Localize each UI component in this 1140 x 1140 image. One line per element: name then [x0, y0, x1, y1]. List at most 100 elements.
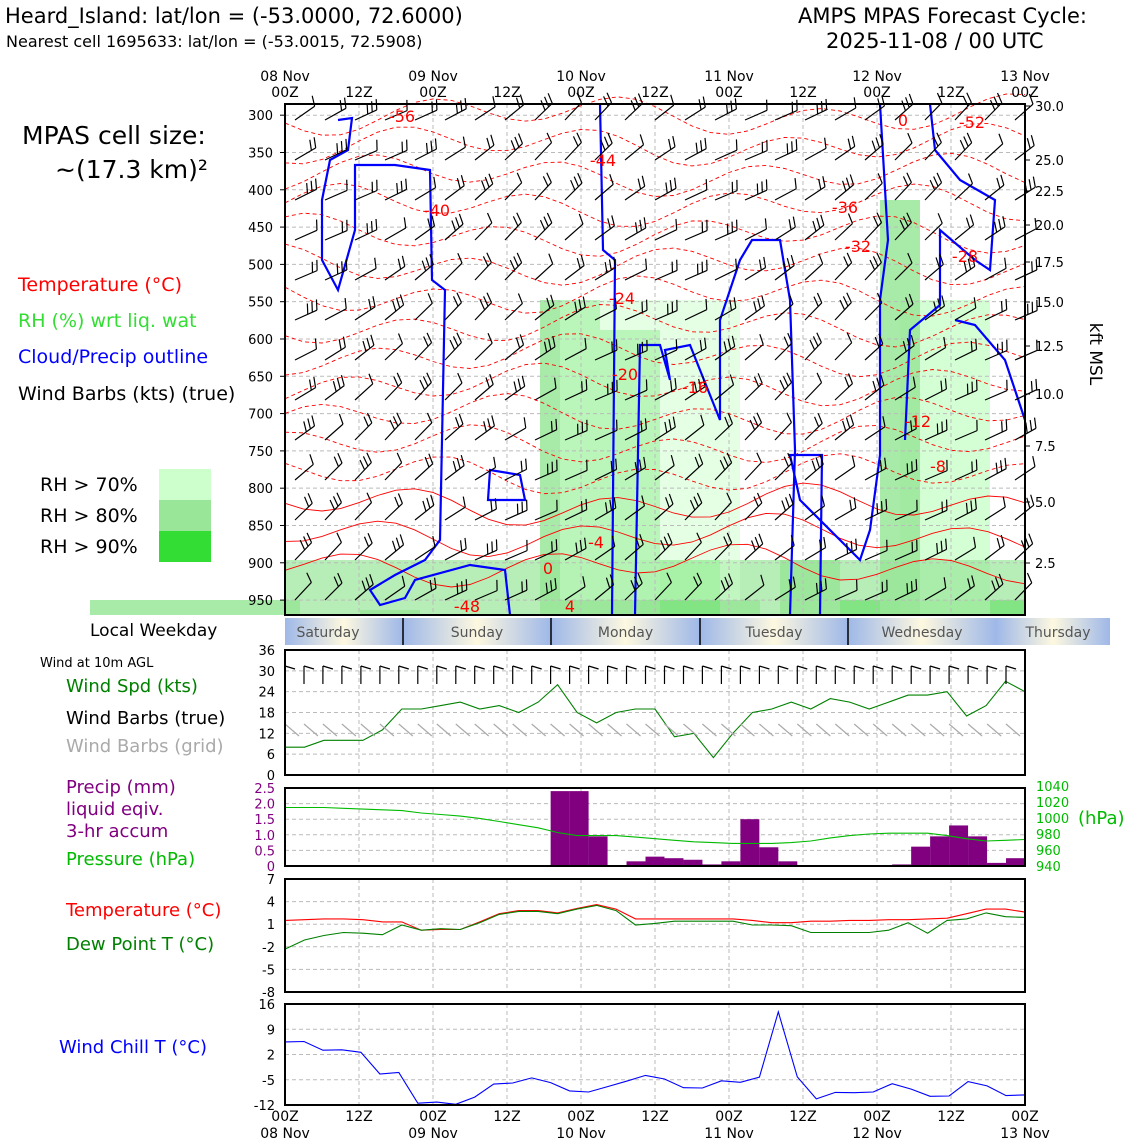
- wind-barb: [684, 492, 703, 521]
- barb-feather: [426, 372, 432, 383]
- wind-barb: [504, 375, 526, 401]
- barb-feather: [336, 378, 341, 389]
- precip-tick-label: 0: [267, 860, 275, 875]
- surface-wind-barb: [341, 665, 353, 684]
- barb-feather: [1004, 457, 1007, 469]
- barb-feather: [462, 496, 466, 508]
- wind-barb: [954, 419, 978, 441]
- temperature-contour: [284, 424, 1026, 463]
- wind-barb: [354, 373, 374, 401]
- barb-feather: [456, 332, 462, 343]
- barb-feather: [815, 582, 819, 594]
- top-hour-label: 00Z: [271, 85, 298, 101]
- barb-feather: [941, 295, 946, 307]
- barb-staff: [954, 430, 978, 441]
- barb-staff: [324, 502, 342, 521]
- barb-feather: [643, 456, 647, 468]
- wind-barb: [534, 539, 558, 561]
- wind-barb: [864, 498, 888, 521]
- barb-feather: [786, 372, 792, 383]
- barb-staff: [384, 462, 403, 481]
- barb-staff: [564, 547, 587, 561]
- cloud-outline: [598, 103, 617, 616]
- barb-staff: [654, 104, 675, 121]
- barb-staff: [474, 342, 493, 361]
- wind-barb: [894, 132, 913, 161]
- barb-feather: [721, 665, 732, 670]
- barb-feather: [429, 580, 433, 591]
- barb-feather: [843, 256, 849, 267]
- barb-feather: [645, 379, 648, 391]
- barb-feather: [761, 295, 766, 307]
- height-axis-label: kft MSL: [1085, 323, 1105, 386]
- barb-feather: [905, 97, 910, 108]
- barb-feather: [668, 493, 674, 505]
- barb-staff: [504, 509, 528, 521]
- barb-staff: [294, 188, 317, 201]
- barb-feather: [916, 539, 918, 551]
- bottom-day-label: 10 Nov: [556, 1126, 606, 1140]
- barb-staff: [894, 103, 914, 121]
- barb-feather: [901, 100, 907, 111]
- wind-barb: [294, 259, 318, 281]
- wind-barb: [444, 213, 464, 241]
- barb-feather: [740, 665, 751, 670]
- surface-wind-barb: [986, 665, 998, 684]
- barb-staff: [504, 385, 526, 401]
- wind-barb: [714, 139, 738, 161]
- barb-feather: [1030, 381, 1033, 392]
- barb-staff: [954, 469, 978, 481]
- barb-feather: [436, 665, 447, 670]
- wind-barb: [504, 212, 522, 241]
- barb-feather: [763, 256, 767, 268]
- barb-feather: [309, 454, 314, 465]
- wind-barb: [294, 454, 314, 481]
- barb-staff: [984, 102, 1003, 121]
- barb-feather: [974, 498, 977, 510]
- wind-barb: [354, 257, 377, 281]
- barb-feather: [513, 256, 519, 267]
- barb-staff: [512, 723, 528, 737]
- precip-bar: [930, 836, 950, 866]
- barb-feather: [698, 378, 702, 390]
- barb-staff: [474, 425, 495, 441]
- barb-feather: [816, 332, 822, 343]
- wind-speed-label: Wind Spd (kts): [66, 676, 198, 697]
- rh70-swatch: [159, 469, 211, 500]
- barb-feather: [315, 219, 318, 231]
- wind-speed-tick-label: 0: [267, 769, 275, 784]
- surface-wind-barb: [587, 665, 599, 684]
- precip-bar: [740, 819, 760, 866]
- wind-barb: [654, 136, 676, 161]
- wind-barb: [504, 334, 525, 361]
- barb-feather: [794, 177, 797, 189]
- barb-feather: [515, 337, 521, 349]
- barb-feather: [516, 503, 519, 515]
- barb-feather: [671, 301, 674, 313]
- barb-feather: [584, 337, 587, 349]
- temperature-contour: [284, 453, 1026, 495]
- wind-barb: [924, 295, 946, 321]
- barb-feather: [907, 252, 913, 264]
- barb-staff: [774, 503, 794, 521]
- barb-staff: [564, 389, 588, 401]
- barb-feather: [482, 256, 489, 267]
- barb-staff: [924, 347, 946, 361]
- temperature-tick-label: -8: [262, 986, 275, 1001]
- barb-staff: [804, 505, 825, 521]
- cloud-outline: [320, 116, 512, 616]
- barb-feather: [910, 335, 915, 346]
- barb-staff: [777, 723, 793, 737]
- wind-barbs-grid-label: Wind Barbs (grid): [66, 736, 224, 757]
- barb-feather: [729, 299, 733, 311]
- barb-staff: [684, 386, 706, 401]
- barb-feather: [783, 456, 790, 467]
- barb-feather: [365, 577, 370, 588]
- barb-feather: [853, 97, 857, 109]
- barb-feather: [1005, 419, 1008, 430]
- barb-staff: [414, 463, 434, 481]
- barb-feather: [630, 580, 636, 591]
- barb-feather: [284, 665, 296, 670]
- barb-feather: [1028, 179, 1032, 190]
- wind-barb: [654, 339, 678, 361]
